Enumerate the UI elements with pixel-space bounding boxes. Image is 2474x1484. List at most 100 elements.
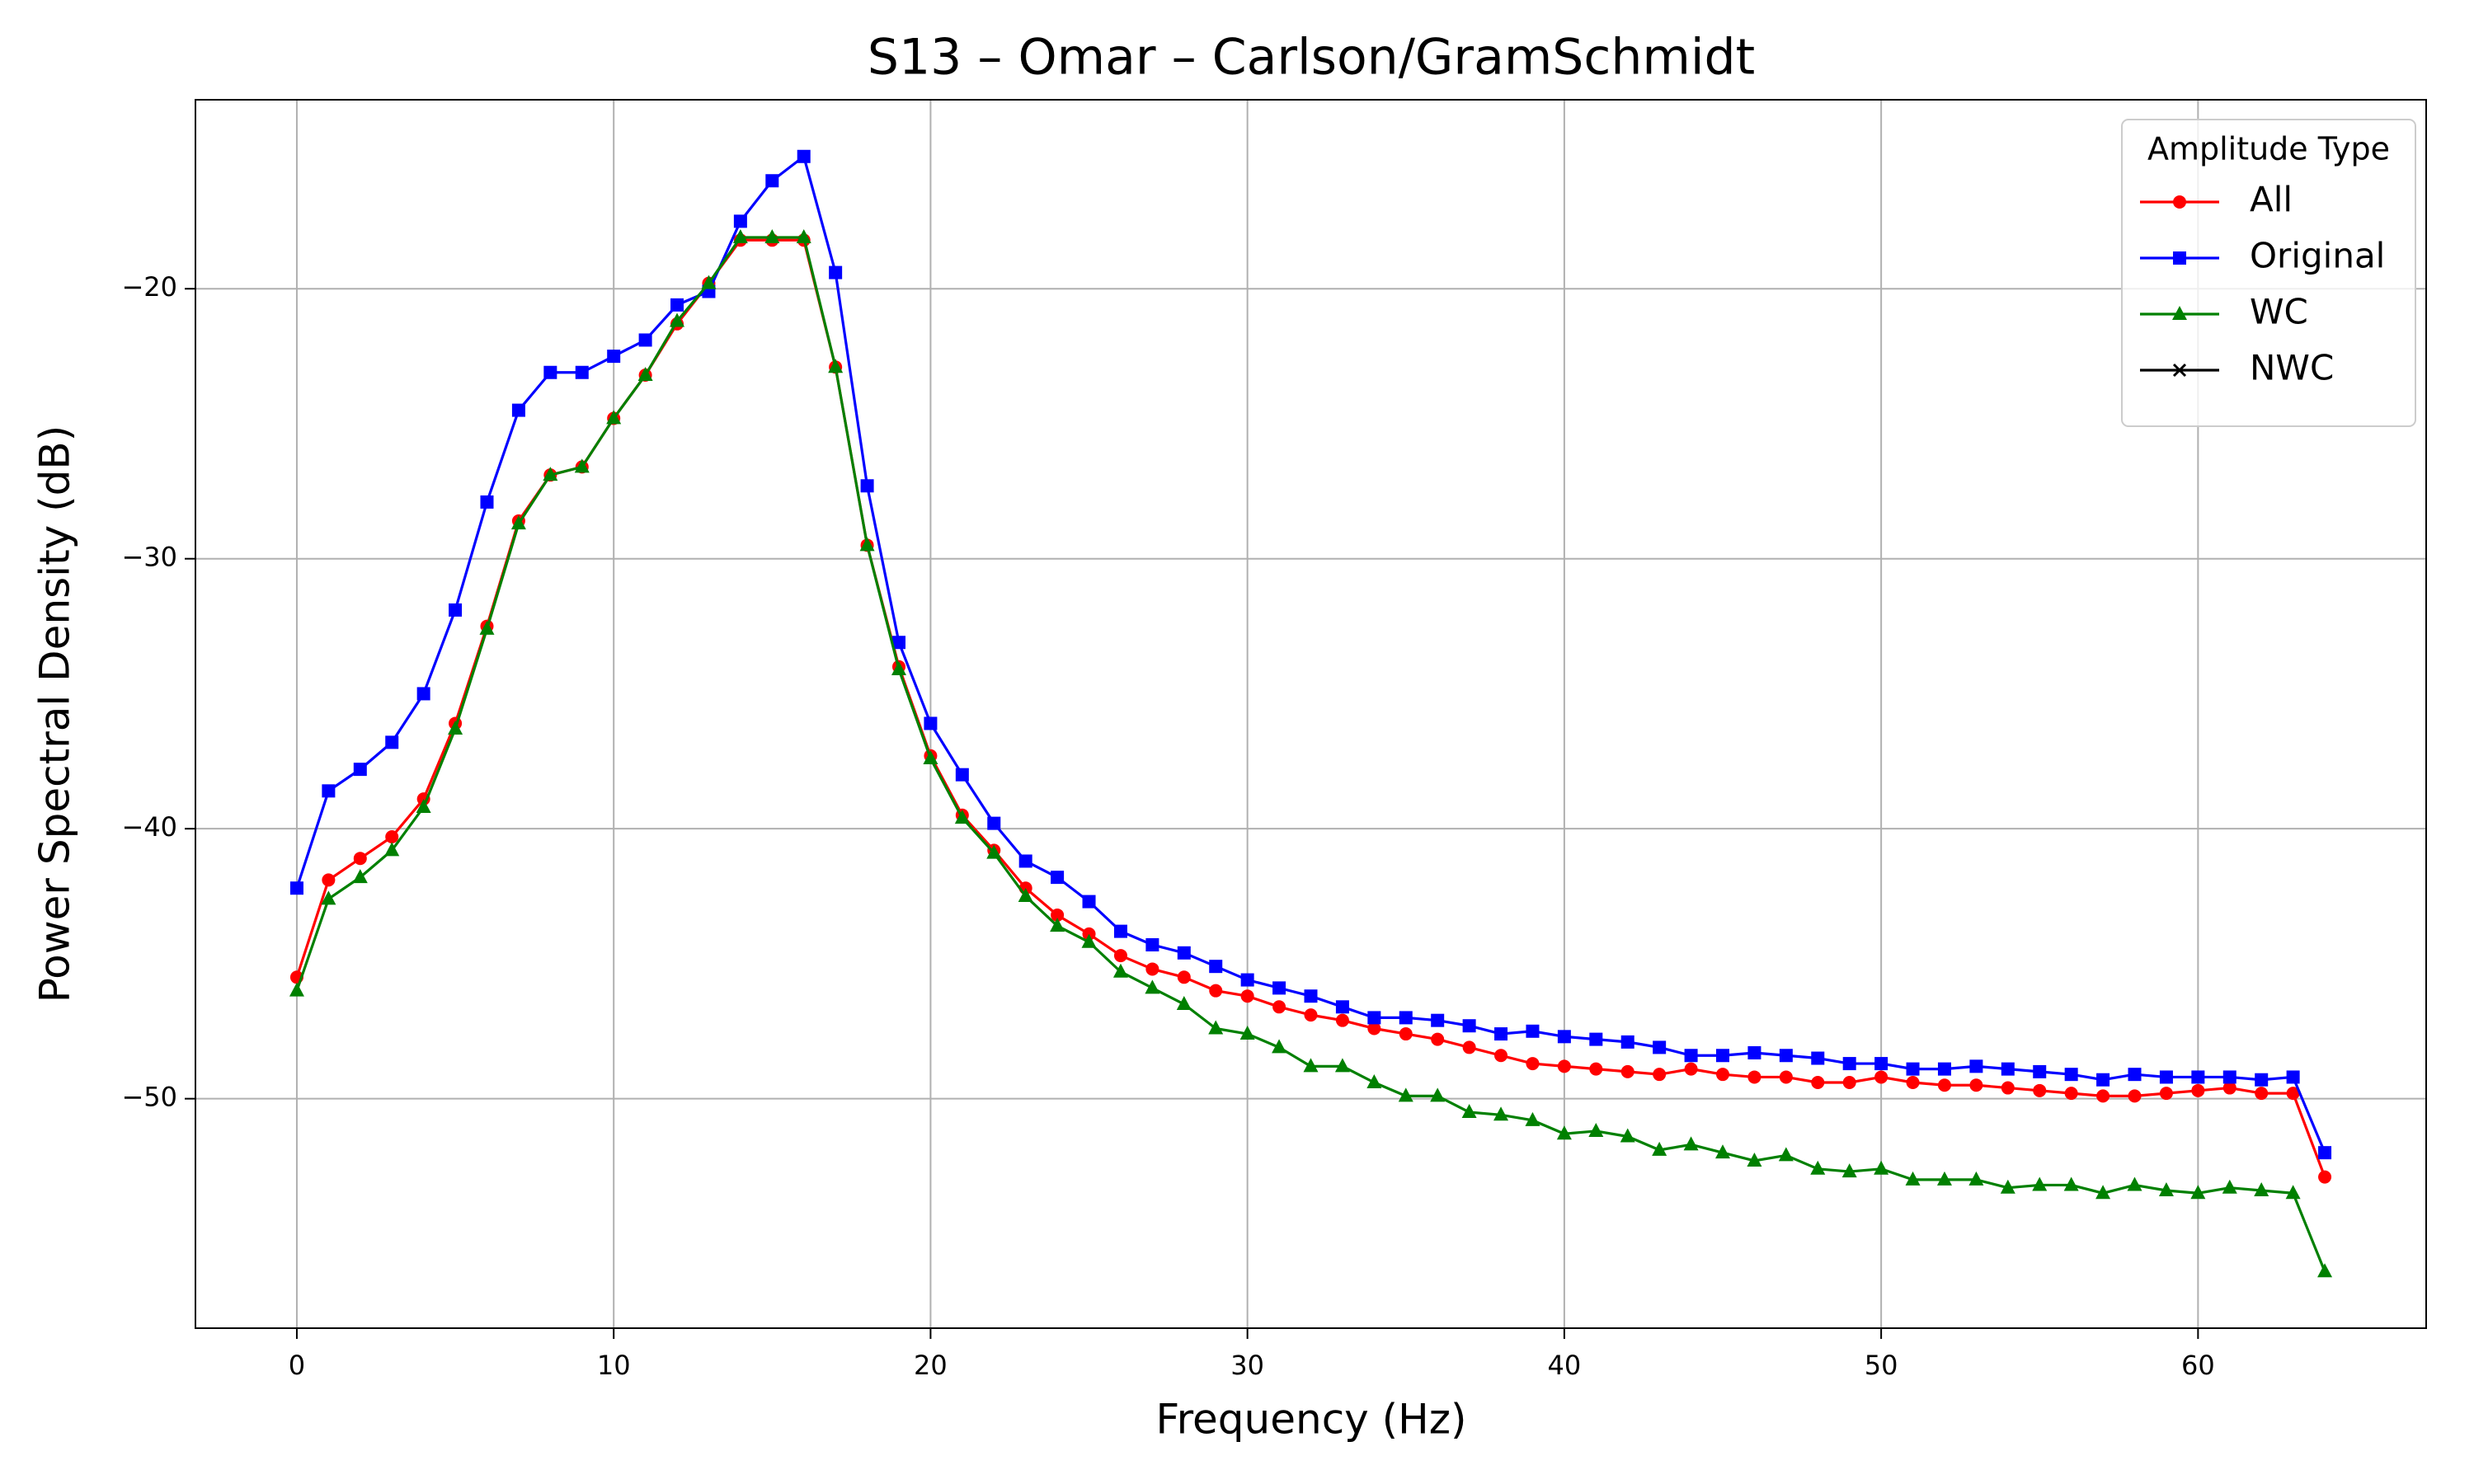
marker <box>954 810 970 824</box>
x-tick-label: 0 <box>289 1350 305 1381</box>
marker <box>1461 1104 1477 1119</box>
marker <box>1588 1122 1604 1137</box>
marker <box>2173 251 2186 265</box>
y-tick-label: −50 <box>121 1082 177 1113</box>
legend-label: All <box>2250 180 2293 220</box>
marker <box>2222 1070 2236 1084</box>
marker <box>987 816 1001 830</box>
marker <box>416 798 431 813</box>
marker <box>1018 888 1033 903</box>
series-line <box>295 155 2326 1153</box>
marker <box>1810 1160 1826 1175</box>
marker <box>2064 1087 2078 1101</box>
marker <box>1145 937 1159 951</box>
marker <box>1334 1058 1350 1073</box>
marker <box>1653 1040 1667 1054</box>
plot-frame <box>195 99 2427 1329</box>
marker <box>2158 1181 2174 1196</box>
marker <box>1874 1057 1888 1071</box>
marker <box>2032 1176 2048 1191</box>
marker <box>607 350 621 364</box>
marker <box>1335 1013 1349 1027</box>
marker <box>1431 1032 1445 1046</box>
marker <box>511 403 525 417</box>
marker <box>1367 1011 1381 1025</box>
marker <box>480 495 494 509</box>
marker <box>2222 1179 2237 1194</box>
marker <box>1556 1125 1572 1140</box>
x-tick-label: 10 <box>597 1350 631 1381</box>
marker <box>1431 1013 1445 1027</box>
marker <box>416 687 430 701</box>
marker <box>1779 1070 1793 1084</box>
marker <box>764 229 780 244</box>
marker <box>1240 973 1254 987</box>
y-tick-label: −20 <box>121 271 177 303</box>
marker <box>384 842 400 857</box>
marker <box>385 735 399 749</box>
marker <box>1716 1068 1730 1082</box>
marker <box>2033 1064 2047 1078</box>
marker <box>2191 1083 2205 1097</box>
marker <box>1082 895 1096 909</box>
marker <box>1715 1144 1731 1159</box>
legend: Amplitude Type All Original WC NWC <box>2121 119 2416 427</box>
marker <box>1209 960 1223 974</box>
marker <box>2172 363 2187 378</box>
marker <box>1937 1062 1951 1076</box>
legend-title: Amplitude Type <box>2147 131 2390 167</box>
marker <box>1272 981 1286 995</box>
marker <box>1525 1111 1540 1126</box>
y-tick-label: −40 <box>121 811 177 843</box>
marker <box>2255 1073 2269 1087</box>
marker <box>2001 1062 2015 1076</box>
marker <box>2255 1087 2269 1101</box>
marker <box>1462 1040 1476 1054</box>
marker <box>1747 1070 1761 1084</box>
marker <box>828 359 844 373</box>
marker <box>449 603 463 617</box>
marker <box>733 214 747 228</box>
marker <box>353 852 367 866</box>
marker <box>1874 1070 1888 1084</box>
marker <box>606 410 622 425</box>
marker <box>1113 924 1127 938</box>
marker <box>2000 1179 2015 1194</box>
marker <box>2128 1089 2142 1103</box>
marker <box>1081 933 1097 948</box>
marker <box>829 265 843 279</box>
marker <box>1811 1051 1825 1065</box>
marker <box>2285 1185 2301 1200</box>
marker <box>322 784 336 798</box>
marker <box>1906 1062 1920 1076</box>
marker <box>2096 1089 2110 1103</box>
marker <box>1209 984 1223 998</box>
x-tick-label: 60 <box>2181 1350 2215 1381</box>
x-tick-label: 30 <box>1230 1350 1264 1381</box>
marker <box>1874 1160 1889 1175</box>
marker <box>2318 1146 2332 1160</box>
marker <box>1937 1078 1951 1092</box>
marker <box>353 763 367 777</box>
marker <box>1842 1076 1856 1089</box>
x-axis-label: Frequency (Hz) <box>1155 1396 1466 1444</box>
marker <box>923 750 938 765</box>
marker <box>1936 1171 1952 1186</box>
marker <box>385 830 399 843</box>
marker <box>2172 306 2187 320</box>
marker <box>1304 989 1318 1003</box>
legend-label: WC <box>2250 292 2308 332</box>
marker <box>1683 1136 1699 1151</box>
marker <box>448 721 463 735</box>
marker <box>2063 1176 2079 1191</box>
x-tick-label: 50 <box>1865 1350 1898 1381</box>
x-tick-label: 40 <box>1548 1350 1582 1381</box>
marker <box>1018 854 1032 868</box>
x-tick-label: 20 <box>914 1350 948 1381</box>
marker <box>891 660 906 675</box>
y-axis-label: Power Spectral Density (dB) <box>31 425 79 1003</box>
marker <box>1051 871 1065 885</box>
legend-box <box>2121 119 2416 427</box>
marker <box>1557 1030 1571 1044</box>
